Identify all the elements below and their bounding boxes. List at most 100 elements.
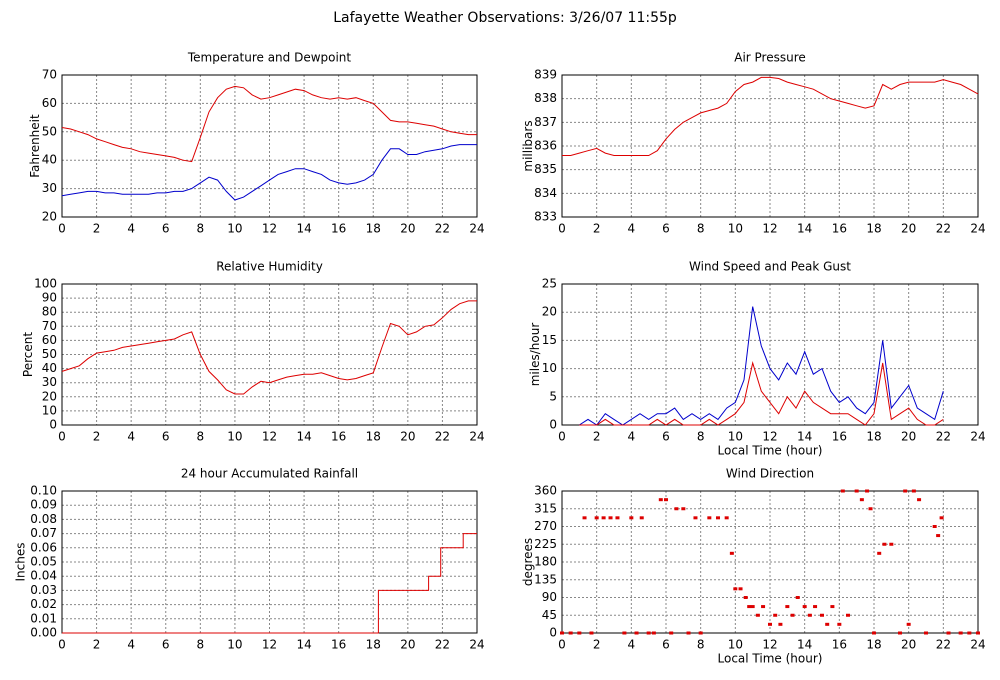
x-tick-label: 14 — [797, 638, 812, 652]
x-tick-label: 10 — [728, 222, 743, 236]
y-tick-label: 838 — [534, 91, 557, 105]
data-point — [658, 498, 663, 502]
y-tick-label: 60 — [42, 96, 57, 110]
y-axis-label: millibars — [521, 120, 535, 171]
x-tick-label: 20 — [901, 638, 916, 652]
y-tick-label: 0 — [549, 418, 557, 432]
x-tick-label: 18 — [866, 430, 881, 444]
x-tick-label: 10 — [728, 638, 743, 652]
y-tick-label: 50 — [42, 347, 57, 361]
x-tick-label: 16 — [832, 430, 847, 444]
data-line — [61, 300, 477, 395]
x-tick-label: 6 — [662, 638, 670, 652]
data-point — [958, 631, 963, 635]
x-tick-label: 4 — [628, 430, 636, 444]
chart-title: Wind Speed and Peak Gust — [689, 260, 851, 274]
y-tick-label: 0 — [49, 418, 57, 432]
x-tick-label: 16 — [832, 222, 847, 236]
data-point — [577, 631, 582, 635]
x-tick-label: 22 — [435, 222, 450, 236]
x-tick-label: 14 — [296, 222, 311, 236]
y-tick-label: 40 — [42, 153, 57, 167]
y-tick-label: 135 — [534, 572, 557, 586]
y-tick-label: 0.00 — [30, 626, 57, 640]
y-tick-label: 0.10 — [30, 484, 57, 498]
x-tick-label: 2 — [93, 430, 101, 444]
x-axis-label: Local Time (hour) — [718, 444, 823, 458]
x-tick-label: 6 — [662, 222, 670, 236]
data-point — [724, 516, 729, 520]
y-tick-label: 10 — [542, 361, 557, 375]
x-tick-label: 16 — [832, 638, 847, 652]
y-tick-label: 70 — [42, 68, 57, 82]
data-point — [629, 516, 634, 520]
y-axis-label: degrees — [521, 538, 535, 586]
data-point — [646, 631, 651, 635]
data-line — [61, 144, 477, 201]
data-point — [872, 631, 876, 635]
x-tick-label: 24 — [970, 430, 985, 444]
data-point — [622, 631, 627, 635]
y-tick-label: 839 — [534, 68, 557, 82]
data-point — [773, 613, 778, 617]
x-tick-label: 8 — [697, 638, 705, 652]
x-tick-label: 22 — [435, 638, 450, 652]
x-tick-label: 8 — [697, 222, 705, 236]
x-tick-label: 0 — [558, 430, 566, 444]
x-tick-label: 4 — [127, 638, 135, 652]
data-point — [846, 613, 850, 617]
y-tick-label: 80 — [42, 305, 57, 319]
y-tick-label: 180 — [534, 555, 557, 569]
y-tick-label: 20 — [42, 389, 57, 403]
x-tick-label: 16 — [331, 638, 346, 652]
y-axis-label: Percent — [21, 332, 35, 377]
data-point — [568, 631, 573, 635]
chart-title: Air Pressure — [734, 51, 806, 65]
chart-title: Relative Humidity — [216, 260, 323, 274]
data-point — [738, 587, 743, 591]
data-point — [939, 516, 944, 520]
data-point — [932, 525, 937, 528]
plot-frame — [561, 283, 979, 426]
x-tick-label: 18 — [866, 638, 881, 652]
x-tick-label: 12 — [762, 638, 777, 652]
y-tick-label: 45 — [542, 608, 557, 622]
x-tick-label: 12 — [262, 222, 277, 236]
data-point — [686, 631, 691, 635]
data-point — [582, 516, 587, 520]
data-point — [795, 596, 800, 599]
data-point — [768, 622, 772, 626]
x-tick-label: 14 — [296, 430, 311, 444]
x-tick-label: 22 — [936, 638, 951, 652]
data-line — [62, 533, 477, 634]
x-tick-label: 14 — [797, 430, 812, 444]
y-axis-label: Fahrenheit — [28, 114, 42, 178]
data-point — [651, 631, 656, 635]
data-point — [807, 613, 812, 617]
x-tick-label: 22 — [936, 430, 951, 444]
data-point — [889, 542, 894, 546]
data-point — [924, 631, 928, 635]
y-tick-label: 0.03 — [30, 583, 57, 597]
y-tick-label: 837 — [534, 115, 557, 129]
y-tick-label: 25 — [542, 277, 557, 291]
x-tick-label: 8 — [197, 638, 205, 652]
x-tick-label: 0 — [558, 222, 566, 236]
x-tick-label: 0 — [58, 222, 66, 236]
data-point — [911, 489, 916, 493]
x-tick-label: 18 — [866, 222, 881, 236]
x-tick-label: 12 — [262, 430, 277, 444]
data-point — [733, 587, 738, 591]
data-point — [594, 516, 599, 520]
x-tick-label: 2 — [593, 222, 601, 236]
data-point — [785, 605, 790, 609]
y-tick-label: 70 — [42, 319, 57, 333]
data-point — [747, 605, 752, 609]
x-tick-label: 8 — [197, 222, 205, 236]
y-tick-label: 40 — [42, 361, 57, 375]
data-point — [840, 489, 845, 493]
x-tick-label: 6 — [162, 430, 170, 444]
x-tick-label: 22 — [936, 222, 951, 236]
x-tick-label: 4 — [628, 222, 636, 236]
